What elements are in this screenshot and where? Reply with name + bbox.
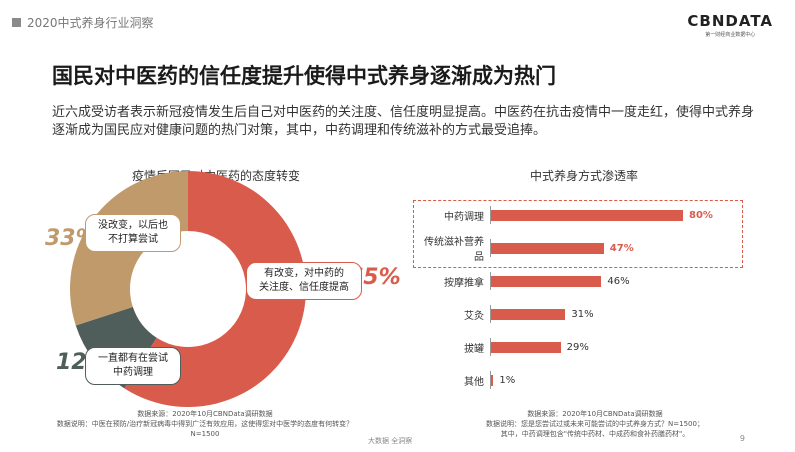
bar-axis-tick <box>490 239 491 257</box>
bar-row: 按摩推拿 46% <box>415 271 630 291</box>
callout-12-line2: 中药调理 <box>113 367 153 378</box>
bar-axis-tick <box>490 305 491 323</box>
bar-row: 传统滋补营养品 47% <box>415 237 634 263</box>
callout-65-line2: 关注度、信任度提高 <box>259 282 349 293</box>
callout-33: 没改变，以后也 不打算尝试 <box>85 214 181 252</box>
bar <box>491 308 566 320</box>
bar <box>491 209 683 221</box>
header: 2020中式养身行业洞察 <box>12 14 154 31</box>
bar <box>491 275 602 287</box>
bar-value-label: 47% <box>609 242 634 254</box>
footer-slogan: 大数据 全洞察 <box>368 437 413 445</box>
note-right: 数据来源：2020年10月CBNData调研数据 数据说明：您是您尝试过或未来可… <box>445 409 745 439</box>
bar-axis-tick <box>490 206 491 224</box>
bar-label: 按摩推拿 <box>444 277 484 289</box>
bar-row: 其他 1% <box>415 370 515 390</box>
bar-value-label: 29% <box>566 341 589 353</box>
cbndata-logo: CBNDATA 第一财经商业数据中心 <box>687 12 773 38</box>
callout-12-line1: 一直都有在尝试 <box>98 353 168 364</box>
bar-label: 艾灸 <box>464 310 484 322</box>
callout-65: 有改变，对中药的 关注度、信任度提高 <box>246 262 362 300</box>
bar-axis-tick <box>490 371 491 389</box>
callout-12: 一直都有在尝试 中药调理 <box>85 347 181 385</box>
callout-65-line1: 有改变，对中药的 <box>264 268 344 279</box>
header-label: 2020中式养身行业洞察 <box>27 16 154 30</box>
logo-tagline: 第一财经商业数据中心 <box>705 32 756 38</box>
note-left-line2: 数据说明：中医在预防/治疗新冠病毒中得到广泛有效应用，这使得您对中医学的态度有何… <box>56 420 354 428</box>
bar-axis-tick <box>490 272 491 290</box>
note-left-line3: N=1500 <box>190 430 220 438</box>
callout-33-line2: 不打算尝试 <box>108 234 158 245</box>
page-title: 国民对中医药的信任度提升使得中式养身逐渐成为热门 <box>52 64 556 88</box>
bar-axis-tick <box>490 338 491 356</box>
bar-label: 中药调理 <box>444 211 484 223</box>
bar-row: 艾灸 31% <box>415 304 594 324</box>
note-left: 数据来源：2020年10月CBNData调研数据 数据说明：中医在预防/治疗新冠… <box>40 409 370 439</box>
page-number: 9 <box>739 434 745 443</box>
bar <box>491 374 494 386</box>
bar-row: 中药调理 80% <box>415 205 713 225</box>
bar-label: 传统滋补营养品 <box>424 237 484 263</box>
callout-33-line1: 没改变，以后也 <box>98 220 168 231</box>
note-right-line1: 数据来源：2020年10月CBNData调研数据 <box>527 410 663 418</box>
highlight-box <box>413 200 743 268</box>
bar <box>491 242 604 254</box>
note-left-line1: 数据来源：2020年10月CBNData调研数据 <box>137 410 273 418</box>
logo-name: CBNDATA <box>687 12 773 30</box>
bar-chart-title: 中式养身方式渗透率 <box>530 169 639 183</box>
bar-value-label: 46% <box>607 275 630 287</box>
bar <box>491 341 561 353</box>
page-description: 近六成受访者表示新冠疫情发生后自己对中医药的关注度、信任度明显提高。中医药在抗击… <box>52 105 755 138</box>
bar-value-label: 1% <box>499 374 516 386</box>
bar-row: 拔罐 29% <box>415 337 589 357</box>
bar-label: 其他 <box>464 376 484 388</box>
note-right-line3: 其中，中药调理包含"传统中药材、中成药和食补药膳药材"。 <box>500 430 690 438</box>
bar-value-label: 31% <box>571 308 594 320</box>
note-right-line2: 数据说明：您是您尝试过或未来可能尝试的中式养身方式？N=1500； <box>486 420 704 428</box>
bar-value-label: 80% <box>689 209 713 221</box>
bar-label: 拔罐 <box>464 343 484 355</box>
header-marker <box>12 18 21 27</box>
